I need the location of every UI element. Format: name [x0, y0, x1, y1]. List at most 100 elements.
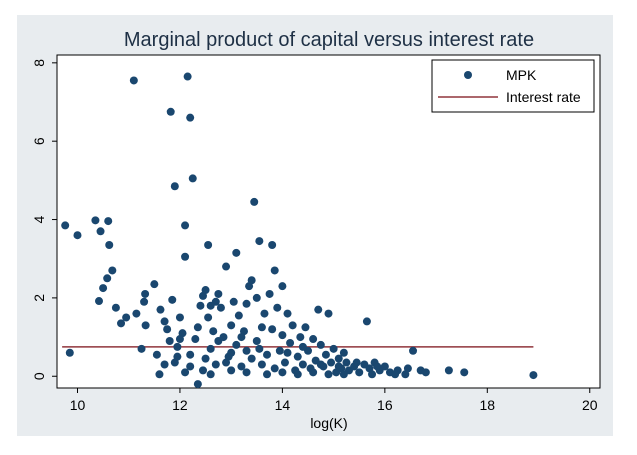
chart-title: Marginal product of capital versus inter…: [124, 29, 534, 51]
mpk-point: [232, 248, 241, 257]
mpk-point: [316, 340, 325, 349]
mpk-point: [201, 286, 210, 295]
mpk-point: [227, 348, 236, 357]
mpk-point: [232, 340, 241, 349]
mpk-point: [362, 317, 371, 326]
mpk-point: [460, 368, 469, 377]
mpk-point: [175, 335, 184, 344]
mpk-point: [216, 303, 225, 312]
mpk-point: [380, 362, 389, 371]
mpk-point: [252, 336, 261, 345]
mpk-point: [252, 293, 261, 302]
mpk-point: [242, 368, 251, 377]
mpk-point: [165, 336, 174, 345]
mpk-point: [298, 342, 307, 351]
mpk-point: [170, 182, 179, 191]
x-tick-label: 20: [582, 397, 598, 413]
mpk-point: [265, 289, 274, 298]
mpk-point: [324, 309, 333, 318]
mpk-point: [186, 350, 195, 359]
mpk-point: [227, 321, 236, 330]
mpk-point: [222, 262, 231, 271]
mpk-point: [206, 370, 215, 379]
mpk-point: [247, 276, 256, 285]
y-tick-label: 0: [31, 372, 47, 380]
mpk-point: [108, 266, 117, 275]
mpk-point: [193, 323, 202, 332]
mpk-point: [141, 321, 150, 330]
mpk-point: [152, 350, 161, 359]
mpk-point: [270, 364, 279, 373]
mpk-point: [122, 313, 131, 322]
mpk-point: [391, 370, 400, 379]
mpk-point: [409, 346, 418, 355]
mpk-point: [137, 344, 146, 353]
mpk-point: [191, 335, 200, 344]
y-tick-label: 8: [31, 59, 47, 67]
mpk-point: [321, 350, 330, 359]
mpk-point: [61, 221, 70, 230]
mpk-point: [263, 370, 272, 379]
mpk-point: [186, 362, 195, 371]
y-tick-label: 6: [31, 137, 47, 145]
x-tick-label: 14: [275, 397, 291, 413]
mpk-point: [237, 362, 246, 371]
mpk-point: [283, 309, 292, 318]
mpk-point: [403, 364, 412, 373]
mpk-point: [368, 370, 377, 379]
mpk-point: [104, 217, 113, 226]
mpk-point: [204, 241, 213, 250]
mpk-point: [188, 174, 197, 183]
mpk-point: [181, 221, 190, 230]
mpk-point: [421, 368, 430, 377]
mpk-point: [268, 241, 277, 250]
mpk-point: [355, 368, 364, 377]
mpk-point: [140, 297, 149, 306]
mpk-point: [168, 295, 177, 304]
mpk-point: [275, 346, 284, 355]
mpk-point: [314, 305, 323, 314]
mpk-point: [166, 107, 175, 116]
mpk-point: [132, 309, 141, 318]
mpk-point: [278, 368, 287, 377]
x-tick-label: 10: [70, 397, 86, 413]
x-tick-label: 18: [480, 397, 496, 413]
mpk-point: [342, 358, 351, 367]
mpk-point: [193, 380, 202, 389]
mpk-point: [529, 371, 538, 380]
mpk-point: [214, 289, 223, 298]
mpk-point: [373, 362, 382, 371]
mpk-point: [105, 241, 114, 250]
mpk-point: [163, 325, 172, 334]
legend-box: [431, 59, 595, 113]
mpk-point: [99, 284, 108, 293]
mpk-point: [339, 348, 348, 357]
mpk-point: [96, 227, 105, 236]
mpk-point: [257, 323, 266, 332]
mpk-point: [201, 354, 210, 363]
mpk-point: [65, 348, 74, 357]
mpk-point: [175, 313, 184, 322]
x-tick-label: 16: [377, 397, 393, 413]
mpk-point: [117, 319, 126, 328]
mpk-point: [286, 338, 295, 347]
x-tick-label: 12: [172, 397, 188, 413]
mpk-point: [339, 370, 348, 379]
mpk-point: [229, 297, 238, 306]
mpk-point: [309, 368, 318, 377]
mpk-point: [103, 274, 112, 283]
mpk-point: [273, 303, 282, 312]
y-tick-label: 2: [31, 294, 47, 302]
mpk-point: [95, 297, 104, 306]
mpk-point: [173, 342, 182, 351]
mpk-point: [270, 266, 279, 275]
mpk-point: [219, 333, 228, 342]
mpk-point: [237, 333, 246, 342]
mpk-point: [278, 282, 287, 291]
mpk-point: [181, 368, 190, 377]
legend-label-interest-rate: Interest rate: [506, 89, 581, 105]
mpk-point: [242, 299, 251, 308]
mpk-point: [293, 370, 302, 379]
